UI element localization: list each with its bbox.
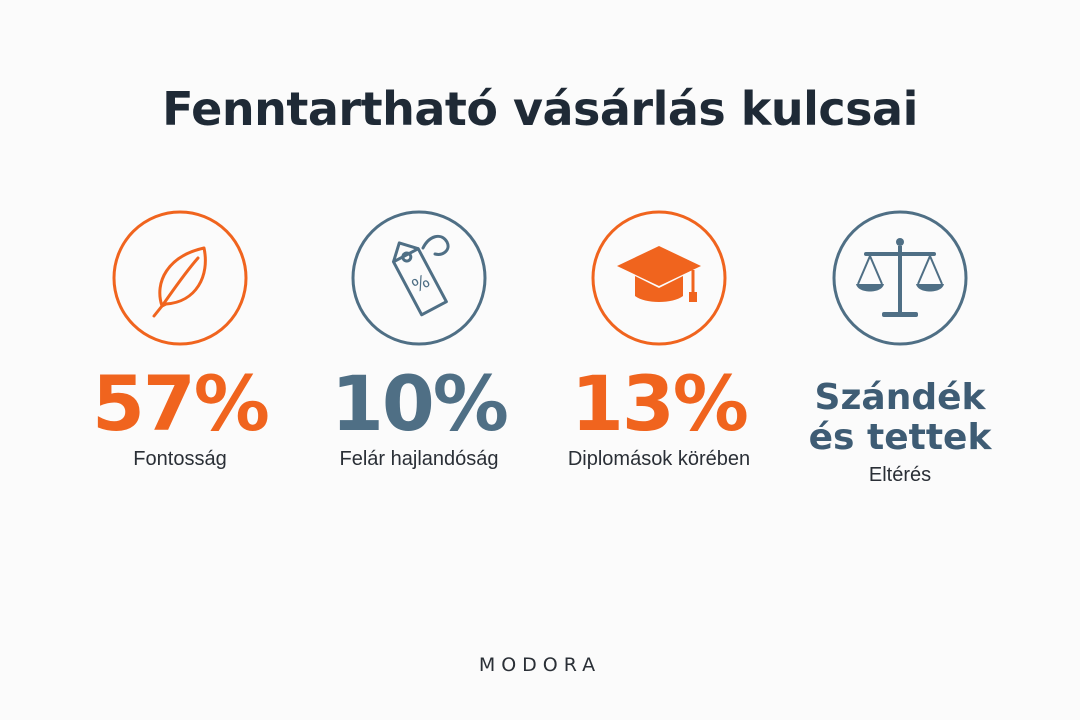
scales-icon xyxy=(832,210,968,346)
graduation-cap-icon xyxy=(591,210,727,346)
leaf-icon xyxy=(112,210,248,346)
stat-graduates: 13% Diplomások körében xyxy=(539,208,779,471)
stat-value: 10% xyxy=(331,359,509,448)
stat-value: 13% xyxy=(571,359,749,448)
stat-value-line-2: és tettek xyxy=(808,417,992,458)
stat-intention-action: Szándék és tettek Eltérés xyxy=(780,208,1020,487)
stat-importance: 57% Fontosság xyxy=(60,208,300,471)
page-title: Fenntartható vásárlás kulcsai xyxy=(162,82,918,136)
stat-label: Eltérés xyxy=(868,464,932,486)
price-tag-icon: % xyxy=(351,210,487,346)
stat-label: Fontosság xyxy=(133,448,227,470)
brand-logo: MODORA xyxy=(478,654,602,676)
stat-label: Diplomások körében xyxy=(567,448,751,470)
tag-percent: % xyxy=(409,271,434,298)
stat-value: 57% xyxy=(92,359,270,448)
stat-premium-willingness: % 10% Felár hajlandóság xyxy=(299,208,539,471)
stat-value-line-1: Szándék xyxy=(814,377,986,418)
stat-label: Felár hajlandóság xyxy=(339,448,499,470)
